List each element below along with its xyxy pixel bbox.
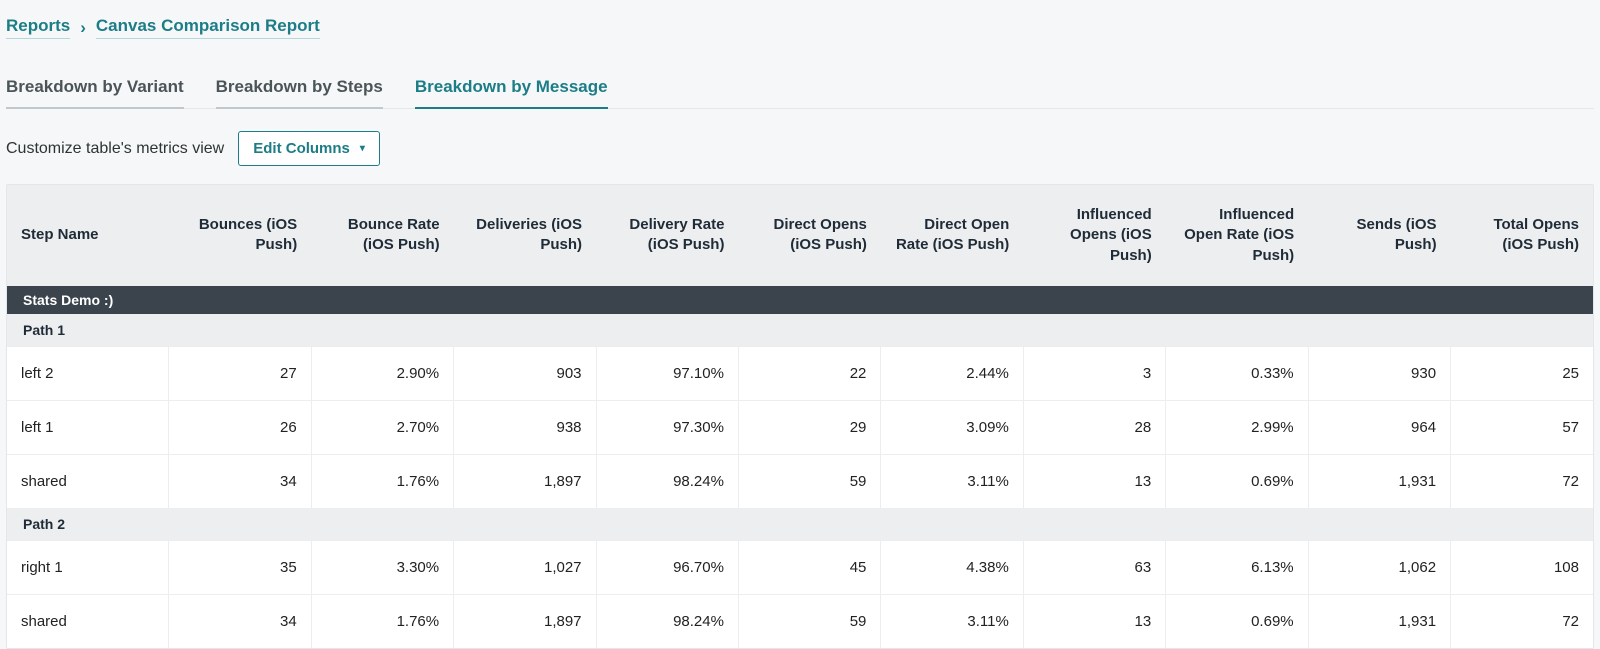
cell-metric: 2.44% [881,346,1023,400]
cell-metric: 0.69% [1166,454,1308,508]
cell-metric: 26 [169,400,311,454]
cell-metric: 964 [1308,400,1450,454]
cell-metric: 1,027 [454,540,596,594]
cell-step-name: shared [7,454,169,508]
cell-metric: 97.10% [596,346,738,400]
table-header-row: Step Name Bounces (iOS Push) Bounce Rate… [7,185,1593,286]
cell-metric: 97.30% [596,400,738,454]
table-row[interactable]: left 2272.90%90397.10%222.44%30.33%93025 [7,346,1593,400]
section-path-0: Path 1 [7,314,1593,347]
cell-metric: 1,062 [1308,540,1450,594]
col-direct-opens[interactable]: Direct Opens (iOS Push) [738,185,880,286]
col-bounce-rate[interactable]: Bounce Rate (iOS Push) [311,185,453,286]
cell-step-name: left 1 [7,400,169,454]
cell-metric: 72 [1451,454,1593,508]
cell-metric: 3.09% [881,400,1023,454]
cell-metric: 34 [169,454,311,508]
section-path-1-label: Path 2 [7,508,1593,541]
cell-metric: 27 [169,346,311,400]
cell-metric: 1,931 [1308,454,1450,508]
cell-metric: 1,931 [1308,594,1450,648]
cell-metric: 3.11% [881,454,1023,508]
col-step-name[interactable]: Step Name [7,185,169,286]
chevron-down-icon: ▾ [360,143,365,154]
cell-metric: 2.99% [1166,400,1308,454]
tab-breakdown-message[interactable]: Breakdown by Message [415,71,608,109]
cell-metric: 25 [1451,346,1593,400]
section-main: Stats Demo :) [7,286,1593,314]
cell-metric: 22 [738,346,880,400]
cell-metric: 2.90% [311,346,453,400]
cell-metric: 4.38% [881,540,1023,594]
cell-metric: 13 [1023,594,1165,648]
cell-metric: 3.11% [881,594,1023,648]
chevron-right-icon: › [80,18,86,38]
col-deliveries[interactable]: Deliveries (iOS Push) [454,185,596,286]
cell-metric: 45 [738,540,880,594]
tab-breakdown-steps[interactable]: Breakdown by Steps [216,71,383,109]
cell-step-name: left 2 [7,346,169,400]
edit-columns-button[interactable]: Edit Columns ▾ [238,131,380,166]
tabs: Breakdown by Variant Breakdown by Steps … [6,71,1594,109]
table-row[interactable]: right 1353.30%1,02796.70%454.38%636.13%1… [7,540,1593,594]
customize-row: Customize table's metrics view Edit Colu… [6,109,1594,184]
section-path-0-label: Path 1 [7,314,1593,347]
tab-breakdown-variant[interactable]: Breakdown by Variant [6,71,184,109]
cell-metric: 13 [1023,454,1165,508]
col-sends[interactable]: Sends (iOS Push) [1308,185,1450,286]
cell-metric: 1,897 [454,594,596,648]
cell-metric: 1.76% [311,454,453,508]
cell-metric: 1.76% [311,594,453,648]
table-row[interactable]: left 1262.70%93897.30%293.09%282.99%9645… [7,400,1593,454]
cell-metric: 938 [454,400,596,454]
col-direct-open-rate[interactable]: Direct Open Rate (iOS Push) [881,185,1023,286]
section-main-label: Stats Demo :) [7,286,1593,314]
cell-metric: 96.70% [596,540,738,594]
col-influenced-opens[interactable]: Influenced Opens (iOS Push) [1023,185,1165,286]
cell-metric: 2.70% [311,400,453,454]
breadcrumb-current-link[interactable]: Canvas Comparison Report [96,16,320,39]
cell-metric: 98.24% [596,594,738,648]
metrics-table: Step Name Bounces (iOS Push) Bounce Rate… [6,184,1594,649]
cell-metric: 6.13% [1166,540,1308,594]
cell-step-name: shared [7,594,169,648]
breadcrumb-root-link[interactable]: Reports [6,16,70,39]
cell-metric: 59 [738,454,880,508]
table-row[interactable]: shared341.76%1,89798.24%593.11%130.69%1,… [7,454,1593,508]
col-delivery-rate[interactable]: Delivery Rate (iOS Push) [596,185,738,286]
col-bounces[interactable]: Bounces (iOS Push) [169,185,311,286]
cell-metric: 1,897 [454,454,596,508]
section-path-1: Path 2 [7,508,1593,541]
cell-metric: 98.24% [596,454,738,508]
cell-metric: 903 [454,346,596,400]
cell-step-name: right 1 [7,540,169,594]
cell-metric: 930 [1308,346,1450,400]
cell-metric: 29 [738,400,880,454]
cell-metric: 35 [169,540,311,594]
cell-metric: 34 [169,594,311,648]
cell-metric: 63 [1023,540,1165,594]
breadcrumb: Reports › Canvas Comparison Report [6,6,1594,45]
cell-metric: 108 [1451,540,1593,594]
table-row[interactable]: shared341.76%1,89798.24%593.11%130.69%1,… [7,594,1593,648]
col-total-opens[interactable]: Total Opens (iOS Push) [1451,185,1593,286]
cell-metric: 3.30% [311,540,453,594]
customize-label: Customize table's metrics view [6,140,224,158]
cell-metric: 28 [1023,400,1165,454]
col-influenced-open-rate[interactable]: Influenced Open Rate (iOS Push) [1166,185,1308,286]
cell-metric: 72 [1451,594,1593,648]
edit-columns-label: Edit Columns [253,140,350,157]
cell-metric: 3 [1023,346,1165,400]
cell-metric: 59 [738,594,880,648]
cell-metric: 0.69% [1166,594,1308,648]
cell-metric: 57 [1451,400,1593,454]
cell-metric: 0.33% [1166,346,1308,400]
